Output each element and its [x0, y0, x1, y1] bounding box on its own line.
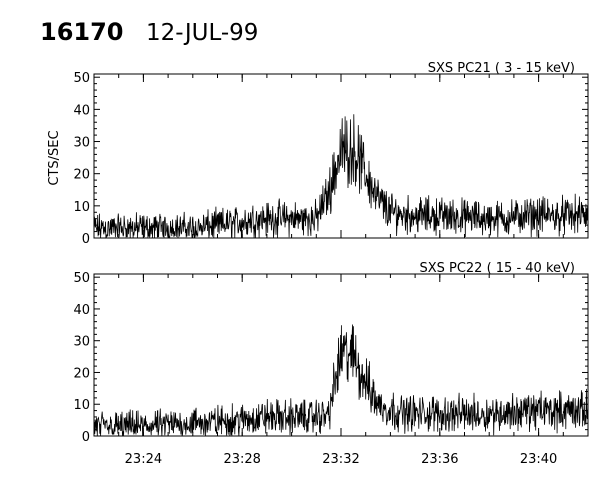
event-date-label: 12-JUL-99	[146, 20, 258, 46]
y-tick-label: 0	[82, 430, 90, 445]
panel-pc21-title: SXS PC21 ( 3 - 15 keV)	[428, 61, 575, 76]
y-tick-label: 0	[82, 232, 90, 247]
y-tick-label: 10	[73, 200, 90, 215]
x-tick-label: 23:32	[322, 452, 359, 467]
x-tick-label: 23:36	[421, 452, 458, 467]
x-tick-label: 23:24	[125, 452, 162, 467]
count-rate-series	[93, 324, 589, 436]
y-tick-label: 10	[73, 398, 90, 413]
y-tick-label: 50	[73, 271, 90, 286]
y-tick-label: 20	[73, 366, 90, 381]
y-tick-label: 40	[73, 303, 90, 318]
panel-pc22-title: SXS PC22 ( 15 - 40 keV)	[419, 261, 575, 276]
panel-pc21-ylabel: CTS/SEC	[47, 130, 62, 185]
count-rate-series	[93, 114, 589, 239]
y-tick-label: 50	[73, 71, 90, 86]
y-tick-label: 30	[73, 335, 90, 350]
panel-pc21: SXS PC21 ( 3 - 15 keV) CTS/SEC 0 10 20 30 40…	[47, 61, 589, 247]
x-tick-label: 23:40	[520, 452, 557, 467]
panel-pc22: SXS PC22 ( 15 - 40 keV) 0 10 20 30 40 50 23:24…	[73, 261, 589, 467]
event-id-label: 16170	[40, 18, 124, 46]
y-tick-label: 20	[73, 168, 90, 183]
x-tick-label: 23:28	[223, 452, 260, 467]
y-tick-label: 30	[73, 136, 90, 151]
y-tick-label: 40	[73, 103, 90, 118]
